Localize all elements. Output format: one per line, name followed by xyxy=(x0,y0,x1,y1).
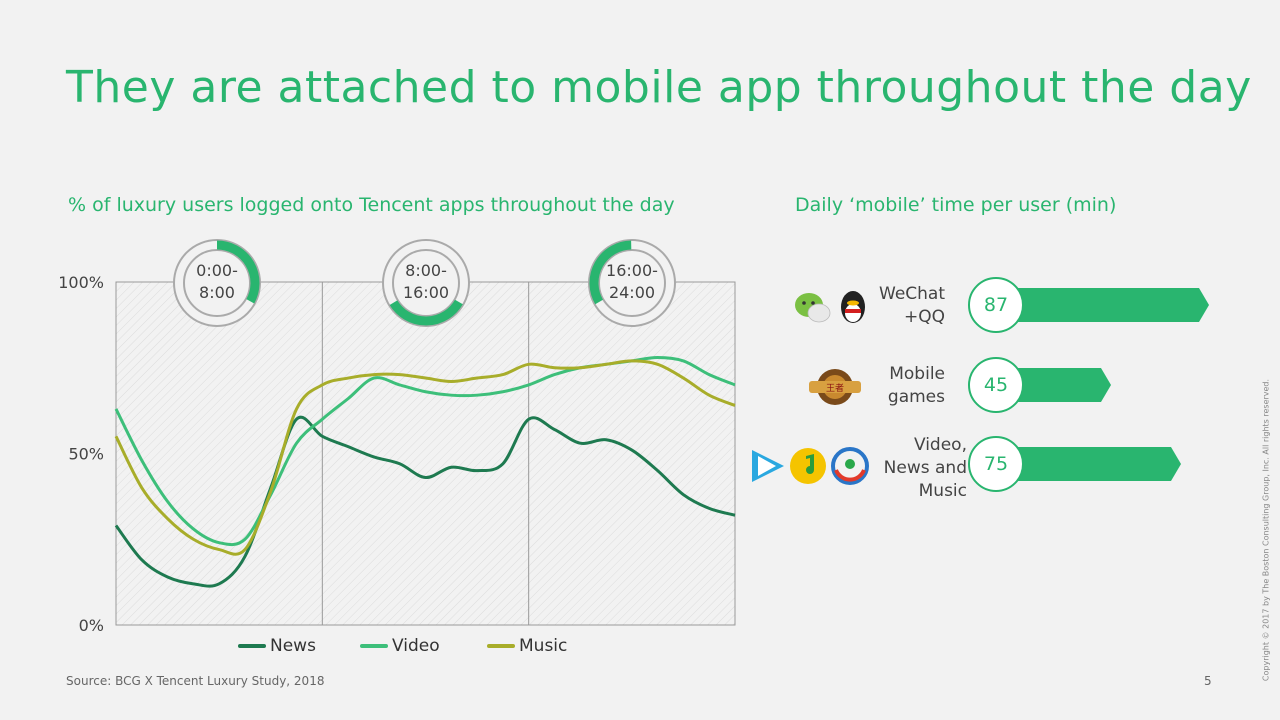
time-badge-inner xyxy=(183,249,251,317)
legend-swatch-news xyxy=(238,644,266,648)
time-badge-arc xyxy=(589,240,632,305)
bar-label: Mobile games xyxy=(887,364,945,407)
legend-label: Music xyxy=(519,636,568,656)
tencent-news-icon xyxy=(831,447,869,485)
svg-text:王者: 王者 xyxy=(826,383,844,394)
bar-fill xyxy=(996,447,1181,481)
bar-row-mobile-games: 王者 Mobile games 45 xyxy=(745,355,1225,419)
series-line-music xyxy=(114,359,736,556)
bar-chart-subtitle: Daily ‘mobile’ time per user (min) xyxy=(795,194,1117,216)
bar-label: WeChat +QQ xyxy=(879,284,945,327)
bar-row-video-news-music: Video, News and Music 75 xyxy=(745,434,1225,501)
qq-music-icon xyxy=(790,448,826,484)
time-badge-arc xyxy=(389,299,463,326)
time-badge-inner xyxy=(392,249,460,317)
copyright-notice: Copyright © 2017 by The Boston Consultin… xyxy=(1261,378,1271,682)
bar-label: Video, News and Music xyxy=(883,435,967,501)
bar-value-circle: 75 xyxy=(968,436,1024,492)
qq-icon xyxy=(841,291,865,323)
plot-area xyxy=(115,281,736,626)
y-tick-label: 50% xyxy=(68,445,104,464)
legend-label: News xyxy=(270,636,316,656)
legend-swatch-music xyxy=(487,644,515,648)
bar-value-circle: 87 xyxy=(968,277,1024,333)
bar-value-circle: 45 xyxy=(968,357,1024,413)
source-note: Source: BCG X Tencent Luxury Study, 2018 xyxy=(66,674,325,688)
time-period-label: 0:00- 8:00 xyxy=(196,261,238,302)
bar-fill xyxy=(996,288,1209,322)
wechat-qq-icons xyxy=(795,291,865,323)
time-period-label: 16:00- 24:00 xyxy=(606,261,658,302)
legend-item-news: News xyxy=(238,636,316,656)
series-line-news xyxy=(114,415,736,588)
time-period-label: 8:00- 16:00 xyxy=(402,261,450,302)
mobile-game-icon: 王者 xyxy=(809,369,861,405)
slide-title: They are attached to mobile app througho… xyxy=(66,62,1252,113)
legend-item-video: Video xyxy=(360,636,440,656)
legend-label: Video xyxy=(392,636,440,656)
chart-subtitle: % of luxury users logged onto Tencent ap… xyxy=(68,194,675,216)
time-badge-arc xyxy=(216,240,260,304)
bar-row-wechat-qq: WeChat +QQ 87 xyxy=(745,275,1225,339)
legend-item-music: Music xyxy=(487,636,567,656)
y-tick-label: 0% xyxy=(79,616,104,635)
bar-fill xyxy=(996,368,1111,402)
wechat-icon xyxy=(795,293,831,323)
legend-swatch-video xyxy=(360,644,388,648)
tencent-video-icon xyxy=(752,450,784,482)
line-chart: 0% 50% 100% xyxy=(58,239,736,635)
time-badge-inner xyxy=(598,249,666,317)
video-news-music-icons xyxy=(752,447,869,485)
y-tick-label: 100% xyxy=(58,273,104,292)
page-number: 5 xyxy=(1204,674,1212,688)
